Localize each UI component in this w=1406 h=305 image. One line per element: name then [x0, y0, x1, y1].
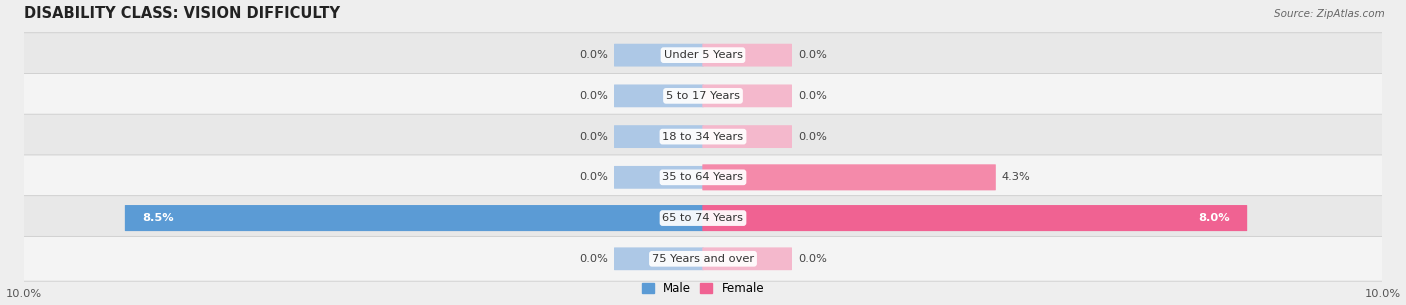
FancyBboxPatch shape	[614, 166, 703, 189]
Text: 0.0%: 0.0%	[579, 131, 607, 142]
Text: 35 to 64 Years: 35 to 64 Years	[662, 172, 744, 182]
FancyBboxPatch shape	[20, 236, 1386, 281]
Text: 0.0%: 0.0%	[799, 131, 827, 142]
FancyBboxPatch shape	[614, 44, 703, 66]
FancyBboxPatch shape	[703, 125, 792, 148]
FancyBboxPatch shape	[125, 205, 703, 231]
Text: 4.3%: 4.3%	[1002, 172, 1031, 182]
FancyBboxPatch shape	[20, 155, 1386, 200]
Text: Under 5 Years: Under 5 Years	[664, 50, 742, 60]
FancyBboxPatch shape	[20, 196, 1386, 240]
Legend: Male, Female: Male, Female	[637, 278, 769, 300]
FancyBboxPatch shape	[614, 84, 703, 107]
Text: 0.0%: 0.0%	[799, 50, 827, 60]
Text: 0.0%: 0.0%	[579, 50, 607, 60]
Text: 65 to 74 Years: 65 to 74 Years	[662, 213, 744, 223]
Text: 18 to 34 Years: 18 to 34 Years	[662, 131, 744, 142]
Text: 0.0%: 0.0%	[579, 254, 607, 264]
FancyBboxPatch shape	[614, 247, 703, 270]
Text: 0.0%: 0.0%	[579, 91, 607, 101]
Text: Source: ZipAtlas.com: Source: ZipAtlas.com	[1274, 9, 1385, 19]
Text: DISABILITY CLASS: VISION DIFFICULTY: DISABILITY CLASS: VISION DIFFICULTY	[24, 5, 340, 20]
Text: 0.0%: 0.0%	[579, 172, 607, 182]
Text: 8.5%: 8.5%	[142, 213, 174, 223]
FancyBboxPatch shape	[20, 114, 1386, 159]
FancyBboxPatch shape	[614, 125, 703, 148]
FancyBboxPatch shape	[20, 33, 1386, 77]
Text: 75 Years and over: 75 Years and over	[652, 254, 754, 264]
FancyBboxPatch shape	[703, 84, 792, 107]
FancyBboxPatch shape	[703, 247, 792, 270]
Text: 0.0%: 0.0%	[799, 91, 827, 101]
Text: 8.0%: 8.0%	[1198, 213, 1229, 223]
FancyBboxPatch shape	[703, 44, 792, 66]
FancyBboxPatch shape	[703, 205, 1247, 231]
Text: 5 to 17 Years: 5 to 17 Years	[666, 91, 740, 101]
FancyBboxPatch shape	[703, 164, 995, 190]
Text: 0.0%: 0.0%	[799, 254, 827, 264]
FancyBboxPatch shape	[20, 74, 1386, 118]
